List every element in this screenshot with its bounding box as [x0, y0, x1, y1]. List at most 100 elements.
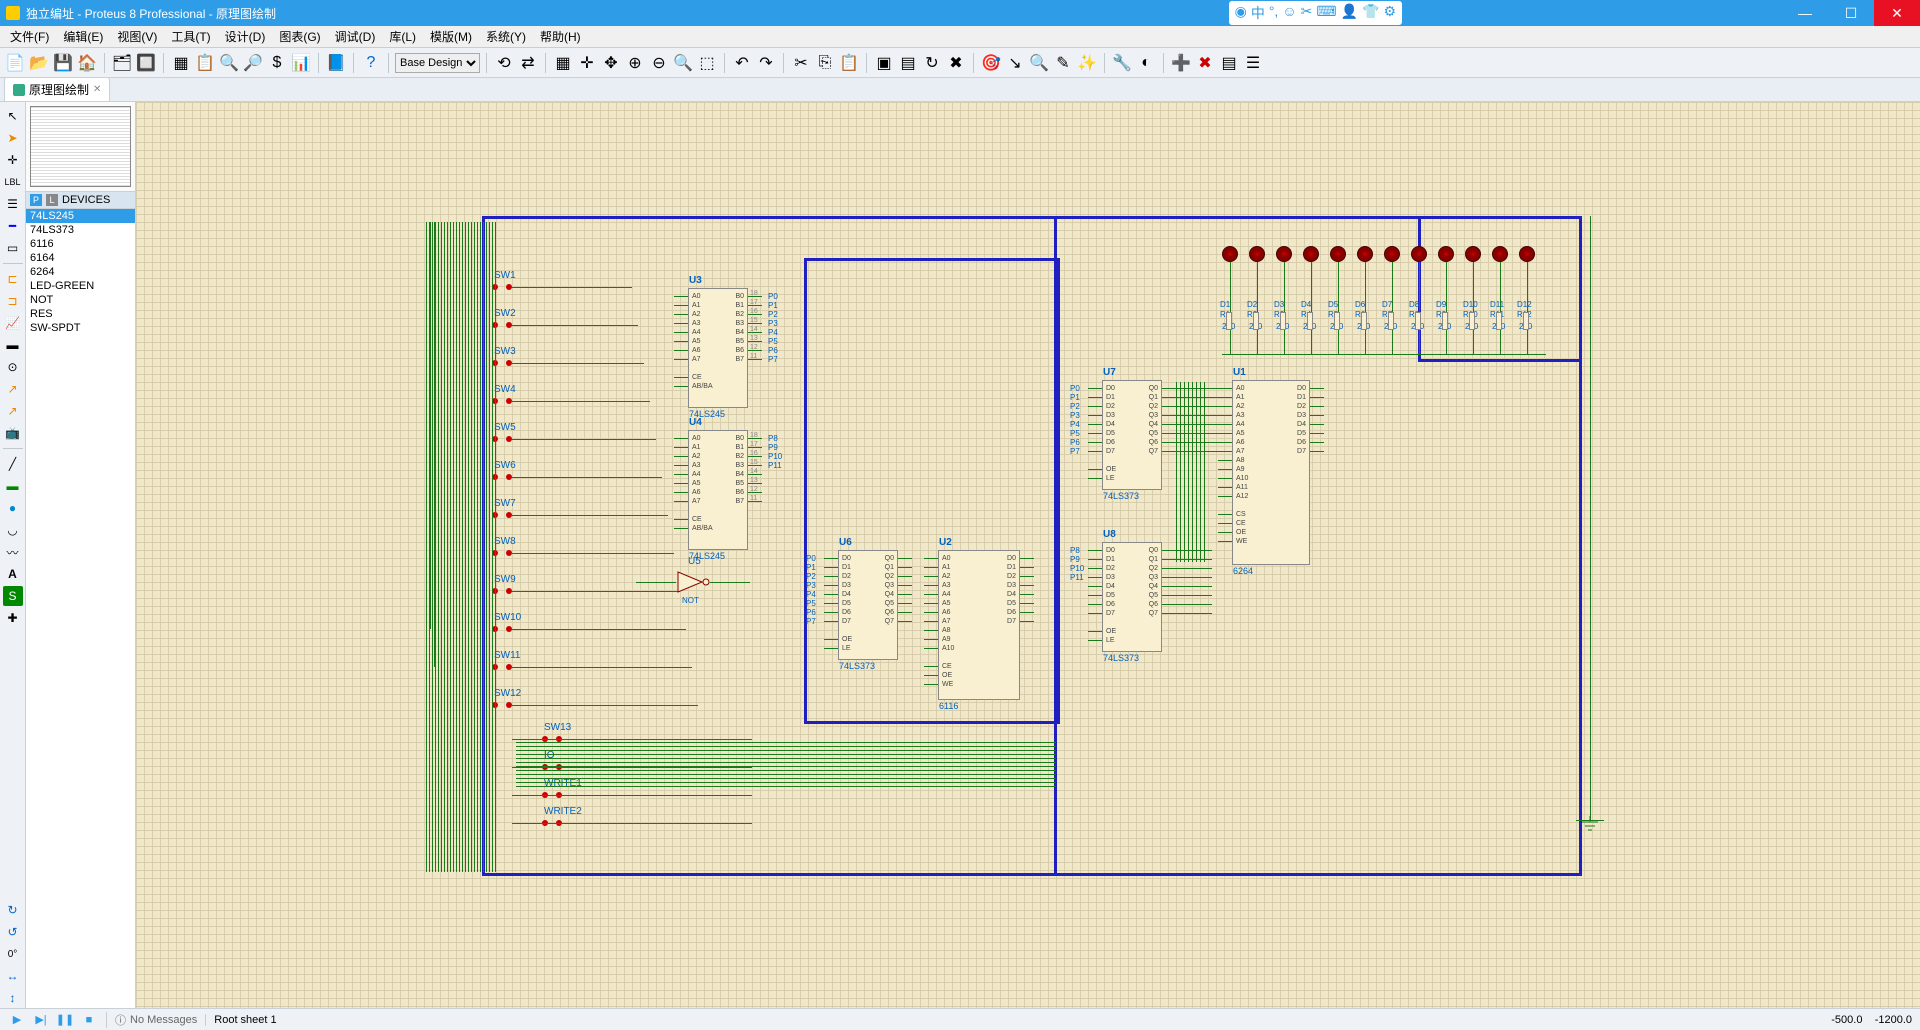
pick-icon[interactable]: 🎯 [980, 52, 1002, 74]
zoom-out-icon[interactable]: ⊖ [648, 52, 670, 74]
junction-icon[interactable]: ✛ [3, 150, 23, 170]
component-icon[interactable]: 🔲 [135, 52, 157, 74]
2d-box-icon[interactable]: ▬ [3, 476, 23, 496]
redo-icon[interactable]: ↷ [755, 52, 777, 74]
refresh-icon[interactable]: ⟲ [493, 52, 515, 74]
block-move-icon[interactable]: ▤ [897, 52, 919, 74]
generator-icon[interactable]: ⊙ [3, 357, 23, 377]
close-button[interactable]: ✕ [1874, 0, 1920, 26]
mirror-icon[interactable]: ◐ [1135, 52, 1157, 74]
menu-item[interactable]: 帮助(H) [534, 26, 587, 47]
menu-item[interactable]: 库(L) [383, 26, 422, 47]
log-icon[interactable]: 📊 [290, 52, 312, 74]
grid-icon[interactable]: ▦ [552, 52, 574, 74]
step-icon[interactable]: ▶| [32, 1012, 50, 1028]
pan-icon[interactable]: ✥ [600, 52, 622, 74]
keyboard-icon[interactable]: ⌨ [1316, 3, 1336, 23]
undo-icon[interactable]: ↶ [731, 52, 753, 74]
search-icon[interactable]: 🔍 [1028, 52, 1050, 74]
chip-icon[interactable]: ▦ [170, 52, 192, 74]
find-icon[interactable]: 🔍 [218, 52, 240, 74]
2d-circle-icon[interactable]: ● [3, 498, 23, 518]
component-mode-icon[interactable]: ➤ [3, 128, 23, 148]
probe-i-icon[interactable]: ↗ [3, 401, 23, 421]
assign-icon[interactable]: ✎ [1052, 52, 1074, 74]
overview[interactable] [26, 102, 135, 192]
selection-icon[interactable]: ↖ [3, 106, 23, 126]
schematic-canvas[interactable]: SW1SW2SW3SW4SW5SW6SW7SW8SW9SW10SW11SW12S… [136, 102, 1920, 1008]
device-item[interactable]: LED-GREEN [26, 279, 135, 293]
2d-marker-icon[interactable]: ✚ [3, 608, 23, 628]
mirror-h-icon[interactable]: ↔ [3, 966, 23, 986]
zoom-fit-icon[interactable]: 🔍 [672, 52, 694, 74]
save-icon[interactable]: 💾 [52, 52, 74, 74]
tab-schematic[interactable]: 原理图绘制 ✕ [4, 77, 110, 101]
lang-icon[interactable]: 中 [1251, 3, 1265, 23]
device-pin-icon[interactable]: ⊐ [3, 291, 23, 311]
cut-icon[interactable]: ✂ [1301, 3, 1313, 23]
minimize-button[interactable]: — [1782, 0, 1828, 26]
transfer-icon[interactable]: ⇄ [517, 52, 539, 74]
shirt-icon[interactable]: 👕 [1362, 3, 1379, 23]
menu-item[interactable]: 调试(D) [329, 26, 382, 47]
paste-icon[interactable]: 📋 [838, 52, 860, 74]
degree-icon[interactable]: °, [1269, 3, 1279, 23]
wire-label-icon[interactable]: LBL [3, 172, 23, 192]
layers-icon[interactable]: ▤ [1218, 52, 1240, 74]
zoom-area-icon[interactable]: ⬚ [696, 52, 718, 74]
rotate-cw-icon[interactable]: ↻ [3, 900, 23, 920]
device-item[interactable]: 74LS373 [26, 223, 135, 237]
help-icon[interactable]: ? [360, 52, 382, 74]
zoom-in-icon[interactable]: ⊕ [624, 52, 646, 74]
device-item[interactable]: 6164 [26, 251, 135, 265]
gear-icon[interactable]: ⚙ [1383, 3, 1396, 23]
sheet-del-icon[interactable]: ✖ [1194, 52, 1216, 74]
x1-icon[interactable]: 🔧 [1111, 52, 1133, 74]
block-delete-icon[interactable]: ✖ [945, 52, 967, 74]
devices-list[interactable]: 74LS24574LS373611661646264LED-GREENNOTRE… [26, 209, 135, 1008]
pause-icon[interactable]: ❚❚ [56, 1012, 74, 1028]
menu-item[interactable]: 系统(Y) [480, 26, 532, 47]
new-icon[interactable]: 📄 [4, 52, 26, 74]
open-icon[interactable]: 📂 [28, 52, 50, 74]
2d-arc-icon[interactable]: ◡ [3, 520, 23, 540]
instrument-icon[interactable]: 📺 [3, 423, 23, 443]
block-rotate-icon[interactable]: ↻ [921, 52, 943, 74]
2d-text-icon[interactable]: A [3, 564, 23, 584]
sheet-add-icon[interactable]: ➕ [1170, 52, 1192, 74]
subcircuit-icon[interactable]: ▭ [3, 238, 23, 258]
copy-icon[interactable]: ⎘ [814, 52, 836, 74]
wand-icon[interactable]: ✨ [1076, 52, 1098, 74]
stop-icon[interactable]: ■ [80, 1012, 98, 1028]
menu-item[interactable]: 文件(F) [4, 26, 55, 47]
bus-icon[interactable]: ━ [3, 216, 23, 236]
terminal-icon[interactable]: ⊏ [3, 269, 23, 289]
cut-icon[interactable]: ✂ [790, 52, 812, 74]
play-icon[interactable]: ▶ [8, 1012, 26, 1028]
fence-icon[interactable]: 🗂 [111, 52, 133, 74]
nav-icon[interactable]: 🏠 [76, 52, 98, 74]
smile-icon[interactable]: ☺ [1282, 3, 1296, 23]
menu-item[interactable]: 视图(V) [111, 26, 163, 47]
text-script-icon[interactable]: ☰ [3, 194, 23, 214]
bom-icon[interactable]: $ [266, 52, 288, 74]
device-item[interactable]: 6264 [26, 265, 135, 279]
graph-icon[interactable]: 📈 [3, 313, 23, 333]
mirror-v-icon[interactable]: ↕ [3, 988, 23, 1008]
tape-icon[interactable]: ▬ [3, 335, 23, 355]
tab-close-icon[interactable]: ✕ [93, 84, 101, 95]
menu-item[interactable]: 工具(T) [165, 26, 216, 47]
l-icon[interactable]: L [46, 194, 58, 206]
docs-icon[interactable]: 📘 [325, 52, 347, 74]
menu-item[interactable]: 编辑(E) [57, 26, 109, 47]
menu-item[interactable]: 图表(G) [273, 26, 326, 47]
2d-line-icon[interactable]: ╱ [3, 454, 23, 474]
user-icon[interactable]: ◉ [1235, 3, 1247, 23]
probe-v-icon[interactable]: ↗ [3, 379, 23, 399]
p-icon[interactable]: P [30, 194, 42, 206]
device-item[interactable]: 6116 [26, 237, 135, 251]
redo-find-icon[interactable]: 🔎 [242, 52, 264, 74]
menu-item[interactable]: 模版(M) [424, 26, 478, 47]
design-select[interactable]: Base Design [395, 53, 480, 73]
rotate-ccw-icon[interactable]: ↺ [3, 922, 23, 942]
